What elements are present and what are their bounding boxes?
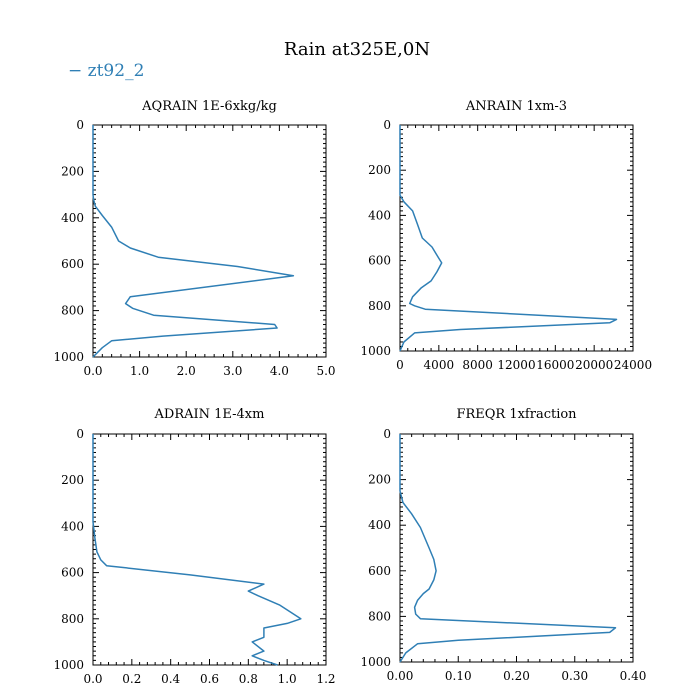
x-tick-label: 24000 — [614, 358, 652, 372]
x-tick-label: 1.2 — [316, 672, 335, 686]
x-tick-label: 0.20 — [503, 669, 530, 683]
y-tick-label: 0 — [76, 118, 84, 132]
x-tick-label: 20000 — [575, 358, 613, 372]
series-line — [399, 434, 617, 663]
x-tick-label: 4.0 — [270, 364, 289, 378]
y-tick-label: 800 — [61, 304, 84, 318]
x-tick-label: 0.10 — [445, 669, 472, 683]
series-line — [92, 434, 302, 666]
legend-entry: − zt92_2 — [68, 61, 144, 81]
plot-title: FREQR 1xfraction — [456, 407, 577, 422]
plot-title: ANRAIN 1xm-3 — [465, 99, 567, 114]
plot-title: AQRAIN 1E-6xkg/kg — [141, 99, 277, 114]
x-tick-label: 0.40 — [620, 669, 647, 683]
x-tick-label: 0.0 — [83, 672, 102, 686]
x-tick-label: 8000 — [462, 358, 493, 372]
series-line — [399, 125, 618, 352]
y-tick-label: 400 — [368, 518, 391, 532]
plot-frame — [399, 124, 634, 352]
y-tick-label: 200 — [61, 473, 84, 487]
plot-anrain: ANRAIN 1xm-3 0 200 400 600 800 1000 0 4000 8000 12… — [360, 99, 652, 372]
plot-frame — [92, 433, 327, 666]
y-tick-label: 800 — [368, 609, 391, 623]
y-tick-label: 400 — [61, 211, 84, 225]
y-tick-label: 800 — [61, 612, 84, 626]
y-tick-label: 600 — [61, 566, 84, 580]
x-tick-label: 2.0 — [177, 364, 196, 378]
y-tick-label: 200 — [61, 164, 84, 178]
y-tick-label: 400 — [61, 519, 84, 533]
x-tick-label: 1.0 — [278, 672, 297, 686]
series-line — [92, 125, 295, 358]
plot-title: ADRAIN 1E-4xm — [154, 407, 265, 422]
y-tick-label: 0 — [383, 118, 391, 132]
x-tick-label: 4000 — [424, 358, 455, 372]
plot-frame — [399, 433, 634, 663]
x-tick-label: 0 — [396, 358, 404, 372]
y-tick-label: 800 — [368, 299, 391, 313]
y-tick-label: 1000 — [360, 344, 391, 358]
x-tick-label: 5.0 — [316, 364, 335, 378]
y-tick-label: 600 — [61, 257, 84, 271]
x-tick-label: 16000 — [536, 358, 574, 372]
y-tick-label: 0 — [383, 427, 391, 441]
y-tick-label: 1000 — [360, 655, 391, 669]
legend: − zt92_2 — [68, 61, 144, 81]
y-tick-label: 600 — [368, 564, 391, 578]
x-tick-label: 0.2 — [122, 672, 141, 686]
x-tick-label: 0.6 — [200, 672, 219, 686]
x-tick-label: 0.8 — [239, 672, 258, 686]
y-tick-label: 400 — [368, 208, 391, 222]
y-tick-label: 600 — [368, 254, 391, 268]
x-tick-label: 3.0 — [223, 364, 242, 378]
figure-title: Rain at325E,0N — [284, 39, 430, 60]
plot-frame — [92, 124, 327, 358]
y-tick-label: 200 — [368, 163, 391, 177]
x-tick-label: 0.00 — [387, 669, 414, 683]
x-tick-label: 12000 — [497, 358, 535, 372]
x-tick-label: 1.0 — [130, 364, 149, 378]
x-tick-label: 0.4 — [161, 672, 180, 686]
y-tick-label: 1000 — [53, 658, 84, 672]
x-tick-label: 0.0 — [83, 364, 102, 378]
y-tick-label: 0 — [76, 427, 84, 441]
x-tick-label: 0.30 — [561, 669, 588, 683]
y-tick-label: 200 — [368, 473, 391, 487]
y-tick-label: 1000 — [53, 350, 84, 364]
